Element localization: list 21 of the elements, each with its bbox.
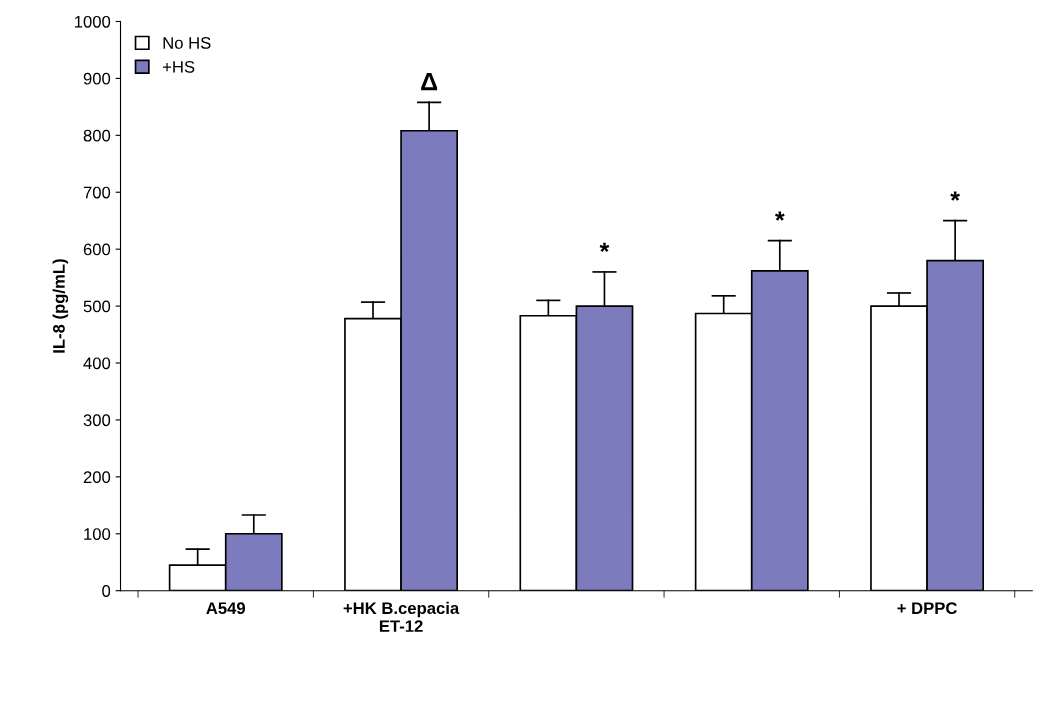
y-axis-title: IL-8 (pg/mL) xyxy=(52,259,69,353)
legend-label: No HS xyxy=(163,37,211,49)
y-tick-label: 0 xyxy=(102,585,111,597)
data-label: * xyxy=(950,191,960,201)
y-tick-label: 100 xyxy=(84,528,111,540)
data-label: Δ xyxy=(421,73,438,91)
data-label: * xyxy=(599,242,610,253)
y-tick-label: 300 xyxy=(83,414,111,427)
y-tick-label: 600 xyxy=(83,243,111,256)
y-tick-label: 700 xyxy=(83,186,111,199)
x-tick-label: +HK B.cepacia ET-12 xyxy=(343,601,460,632)
data-label: * xyxy=(775,211,785,221)
x-tick-label: + DPPC xyxy=(897,602,957,615)
y-tick-label: 900 xyxy=(83,72,111,85)
legend-label: +HS xyxy=(163,60,195,73)
y-tick-label: 400 xyxy=(83,357,111,370)
y-tick-label: 200 xyxy=(83,471,111,484)
y-tick-label: 1000 xyxy=(75,15,111,28)
x-tick-label: A549 xyxy=(206,602,246,615)
y-tick-label: 800 xyxy=(83,129,111,142)
y-tick-label: 500 xyxy=(83,300,111,313)
